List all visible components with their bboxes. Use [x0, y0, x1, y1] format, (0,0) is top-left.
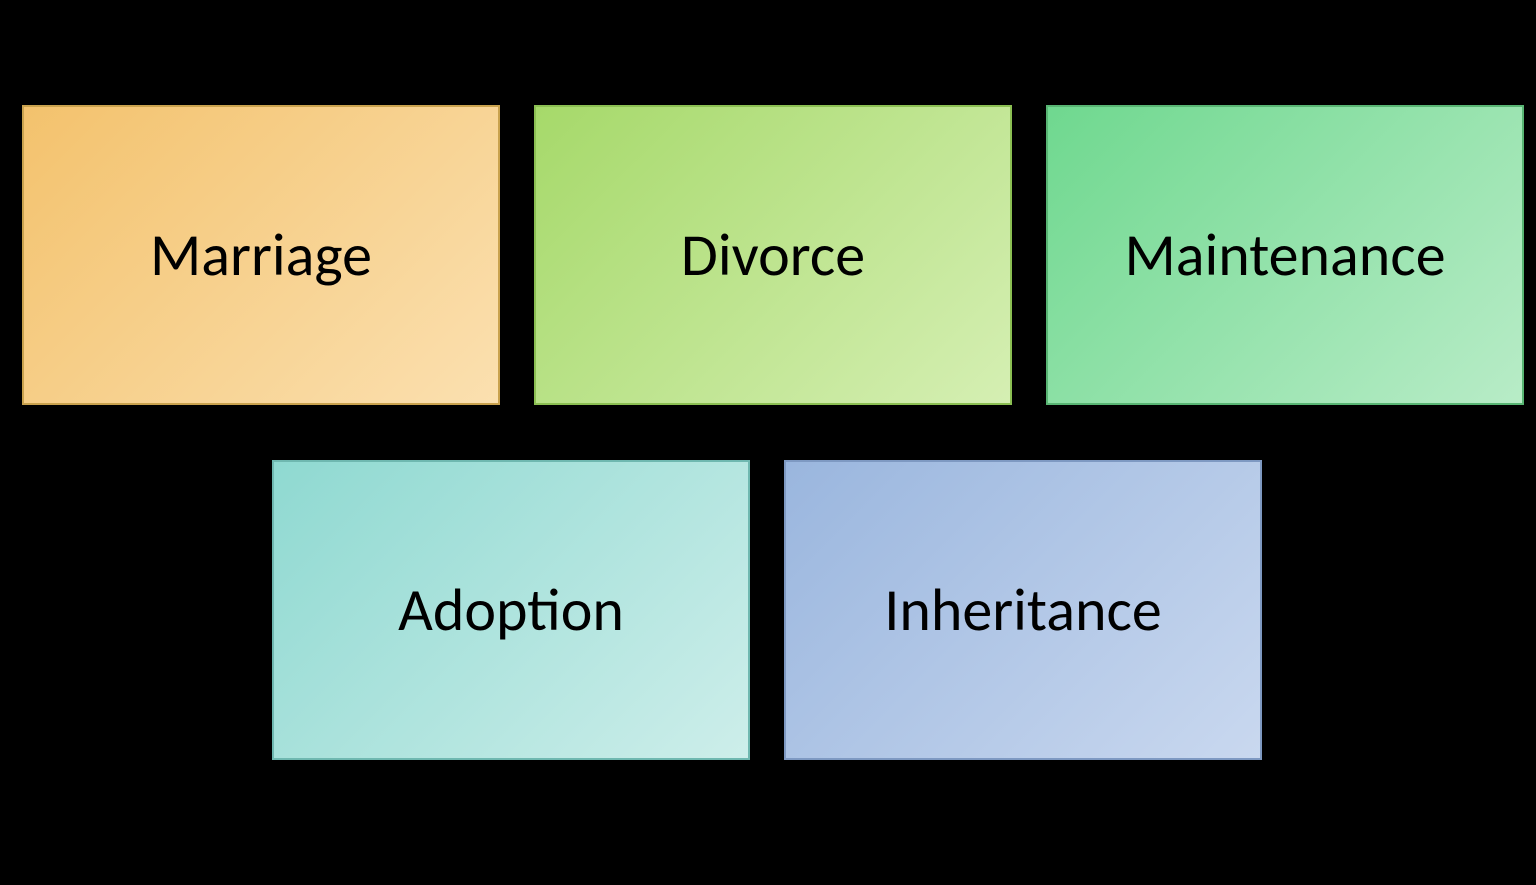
diagram-canvas: Marriage Divorce Maintenance Adoption In…: [0, 0, 1536, 885]
box-marriage: Marriage: [22, 105, 500, 405]
box-label: Inheritance: [884, 574, 1162, 647]
box-label: Marriage: [150, 219, 372, 292]
box-maintenance: Maintenance: [1046, 105, 1524, 405]
box-label: Adoption: [398, 574, 624, 647]
box-adoption: Adoption: [272, 460, 750, 760]
box-label: Maintenance: [1124, 219, 1445, 292]
box-divorce: Divorce: [534, 105, 1012, 405]
box-inheritance: Inheritance: [784, 460, 1262, 760]
box-label: Divorce: [681, 219, 865, 292]
